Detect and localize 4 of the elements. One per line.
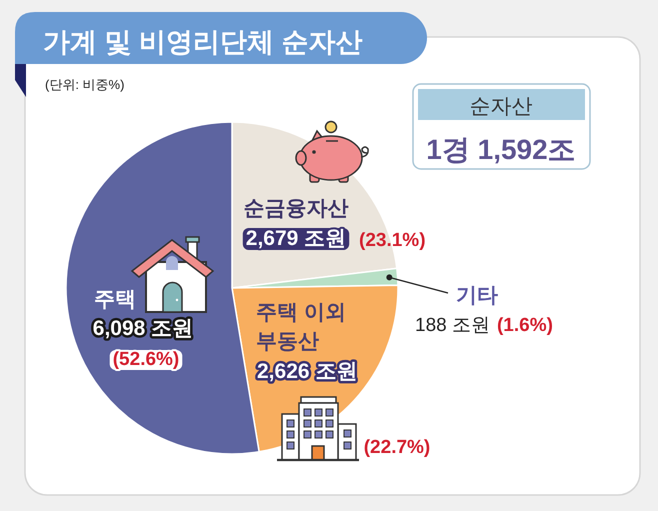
subtitle: (단위: 비중%) (45, 77, 124, 92)
annotation: 1경 1,592조 (426, 134, 576, 165)
annotation: 순자산 (470, 95, 532, 118)
title: 가계 및 비영리단체 순자산 (43, 27, 363, 57)
